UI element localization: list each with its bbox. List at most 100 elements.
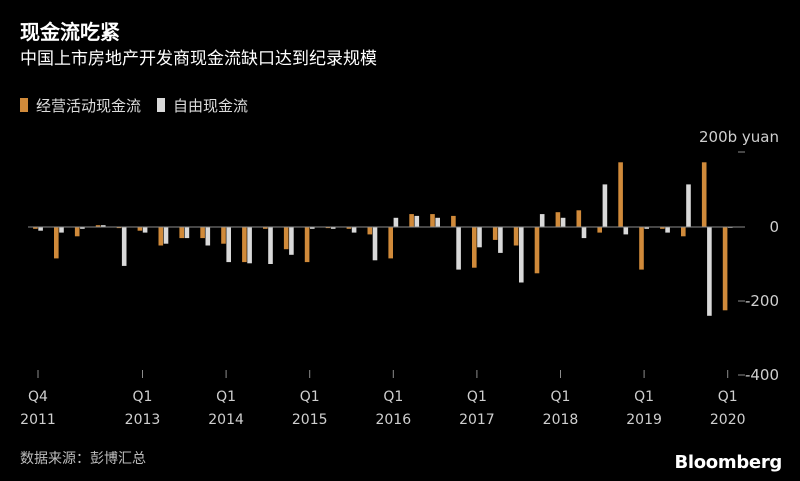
x-tick-quarter-0: Q4 xyxy=(28,389,48,405)
legend-label-operating: 经营活动现金流 xyxy=(36,96,142,115)
bar-free-2016Q3 xyxy=(435,217,440,228)
bar-free-2018Q3 xyxy=(602,184,608,227)
bar-operating-2019Q4 xyxy=(701,162,707,228)
bar-free-2011Q4 xyxy=(38,227,43,231)
bar-operating-2012Q2 xyxy=(74,227,80,237)
bar-free-2018Q1 xyxy=(560,217,566,228)
bar-free-2012Q1 xyxy=(59,227,64,233)
bar-free-2019Q3 xyxy=(686,184,691,227)
bar-free-2016Q2 xyxy=(414,215,420,227)
bar-operating-2014Q1 xyxy=(221,227,226,244)
bar-operating-2018Q4 xyxy=(618,162,623,228)
x-tick-quarter-8: Q1 xyxy=(718,389,738,405)
bar-operating-2013Q3 xyxy=(179,227,184,239)
legend: 经营活动现金流 自由现金流 xyxy=(20,94,264,116)
bar-free-2018Q4 xyxy=(623,227,629,235)
bar-free-2012Q2 xyxy=(80,227,85,229)
bar-free-2014Q1 xyxy=(226,227,231,263)
bar-free-2016Q4 xyxy=(456,227,461,270)
bar-operating-2019Q2 xyxy=(660,227,665,229)
x-tick-year-8: 2020 xyxy=(710,412,746,428)
bar-operating-2018Q2 xyxy=(576,210,582,227)
bar-operating-2014Q2 xyxy=(242,227,247,263)
x-tick-year-3: 2015 xyxy=(292,412,328,428)
bar-free-2014Q2 xyxy=(247,227,252,264)
x-tick-year-0: 2011 xyxy=(20,412,56,428)
bar-free-2017Q4 xyxy=(539,214,545,227)
x-tick-year-7: 2019 xyxy=(626,412,662,428)
bar-operating-2015Q1 xyxy=(304,227,310,263)
legend-item-operating-cash-flow: 经营活动现金流 xyxy=(20,95,141,116)
bar-operating-2016Q3 xyxy=(430,214,435,227)
bar-operating-2017Q2 xyxy=(492,227,498,240)
bar-operating-2012Q3 xyxy=(95,225,101,227)
x-tick-quarter-5: Q1 xyxy=(467,389,487,405)
x-tick-year-2: 2014 xyxy=(208,412,244,428)
x-tick-quarter-3: Q1 xyxy=(300,389,320,405)
bar-free-2013Q4 xyxy=(205,227,211,246)
bar-free-2015Q1 xyxy=(310,227,315,229)
bar-operating-2013Q1 xyxy=(137,227,143,231)
bar-free-2015Q4 xyxy=(372,227,378,261)
bar-free-2015Q3 xyxy=(351,227,357,233)
bar-free-2017Q2 xyxy=(498,227,503,253)
bar-operating-2018Q3 xyxy=(597,227,602,233)
bar-operating-2011Q4 xyxy=(33,227,38,229)
y-tick-label-0: 0 xyxy=(769,218,779,236)
legend-swatch-free xyxy=(157,98,166,112)
chart-title: 现金流吃紧 xyxy=(20,20,120,44)
x-tick-quarter-1: Q1 xyxy=(133,389,153,405)
bar-operating-2014Q4 xyxy=(283,227,289,250)
bar-operating-2017Q4 xyxy=(534,227,540,274)
bar-operating-2019Q1 xyxy=(639,227,644,270)
bar-free-2018Q2 xyxy=(581,227,587,239)
bloomberg-logo: Bloomberg xyxy=(674,452,782,473)
bar-operating-2013Q4 xyxy=(200,227,205,239)
bar-operating-2015Q2 xyxy=(325,227,331,229)
bar-operating-2015Q4 xyxy=(367,227,373,235)
bar-operating-2019Q3 xyxy=(681,227,686,237)
bar-free-2019Q4 xyxy=(707,227,712,316)
bar-operating-2015Q3 xyxy=(346,227,352,229)
bar-operating-2017Q1 xyxy=(472,227,477,268)
source-note: 数据来源：彭博汇总 xyxy=(20,451,146,467)
bar-free-2019Q1 xyxy=(644,227,649,229)
bar-operating-2016Q2 xyxy=(409,214,414,227)
bar-free-2015Q2 xyxy=(330,227,336,229)
y-tick-label-1: -200 xyxy=(745,292,779,310)
bar-free-2013Q1 xyxy=(142,227,148,233)
bar-free-2012Q3 xyxy=(101,225,106,227)
y-unit-label: 200b yuan xyxy=(699,128,779,146)
bar-free-2013Q2 xyxy=(163,227,169,244)
x-tick-quarter-6: Q1 xyxy=(551,389,571,405)
bar-free-2017Q3 xyxy=(519,227,524,283)
x-tick-quarter-4: Q1 xyxy=(383,389,403,405)
bar-operating-2016Q4 xyxy=(451,215,456,227)
bar-operating-2016Q1 xyxy=(388,227,393,259)
bar-free-2016Q1 xyxy=(393,217,399,228)
x-tick-year-6: 2018 xyxy=(543,412,579,428)
x-tick-year-4: 2016 xyxy=(375,412,411,428)
bar-free-2014Q3 xyxy=(268,227,273,264)
bar-operating-2018Q1 xyxy=(555,212,561,227)
bar-operating-2014Q3 xyxy=(263,227,268,229)
bar-free-2012Q4 xyxy=(121,227,127,266)
bar-free-2019Q2 xyxy=(665,227,670,233)
x-tick-year-1: 2013 xyxy=(125,412,161,428)
bar-operating-2017Q3 xyxy=(513,227,519,246)
bar-free-2017Q1 xyxy=(477,227,482,248)
bar-operating-2020Q1 xyxy=(722,227,728,311)
bar-operating-2013Q2 xyxy=(158,227,164,246)
legend-swatch-operating xyxy=(20,98,28,112)
legend-label-free: 自由现金流 xyxy=(173,96,249,115)
legend-item-free-cash-flow: 自由现金流 xyxy=(157,95,248,116)
bar-operating-2012Q1 xyxy=(54,227,59,259)
chart-subtitle: 中国上市房地产开发商现金流缺口达到纪录规模 xyxy=(20,49,377,69)
bar-operating-2012Q4 xyxy=(116,227,122,229)
y-tick-label-2: -400 xyxy=(745,366,779,384)
x-tick-year-5: 2017 xyxy=(459,412,495,428)
x-tick-quarter-7: Q1 xyxy=(634,389,654,405)
bar-free-2013Q3 xyxy=(184,227,190,239)
x-tick-quarter-2: Q1 xyxy=(216,389,236,405)
